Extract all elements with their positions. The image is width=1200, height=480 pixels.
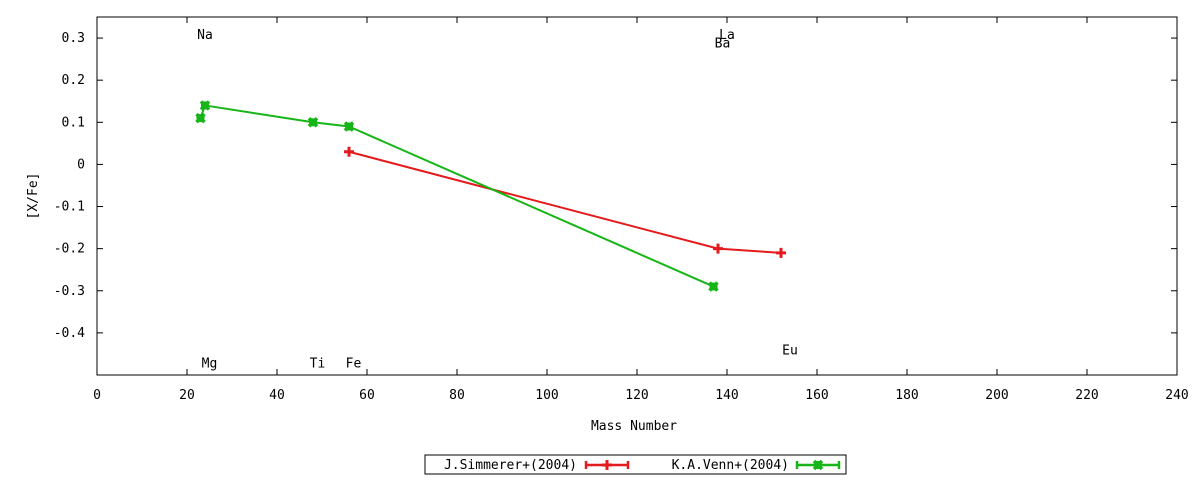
legend-box	[424, 454, 847, 475]
data-point	[602, 460, 612, 470]
element-label: Na	[197, 28, 213, 43]
data-point-box	[709, 282, 718, 291]
element-label: La	[719, 28, 735, 43]
x-tick-label: 220	[1075, 388, 1098, 403]
data-point-box	[196, 114, 205, 123]
data-point	[776, 247, 786, 258]
y-axis-label: [X/Fe]	[26, 173, 41, 220]
x-axis-label: Mass Number	[591, 419, 677, 434]
data-point	[713, 243, 723, 254]
element-label: Fe	[346, 356, 362, 371]
x-tick-label: 0	[93, 388, 101, 403]
x-tick-label: 40	[269, 388, 285, 403]
y-tick-label: -0.4	[54, 326, 85, 341]
element-label: Eu	[782, 344, 798, 359]
x-tick-label: 160	[805, 388, 828, 403]
data-point-box	[814, 461, 822, 469]
element-label: Ba	[715, 36, 731, 51]
x-tick-label: 120	[625, 388, 648, 403]
x-tick-label: 20	[179, 388, 195, 403]
x-tick-label: 200	[985, 388, 1008, 403]
plot-frame	[96, 16, 1178, 376]
y-tick-labels: -0.4 -0.3 -0.2 -0.1 0 0.1 0.2 0.3	[54, 31, 85, 341]
y-tick-label: 0.2	[62, 73, 85, 88]
x-tick-label: 180	[895, 388, 918, 403]
series-line	[199, 104, 714, 288]
legend-label: K.A.Venn+(2004)	[672, 458, 789, 473]
axis-ticks	[96, 17, 1178, 375]
y-tick-label: 0.1	[62, 115, 85, 130]
data-point-box	[201, 101, 209, 110]
x-tick-label: 240	[1165, 388, 1188, 403]
x-tick-label: 60	[359, 388, 375, 403]
y-tick-label: -0.1	[54, 200, 85, 215]
y-tick-label: 0	[77, 157, 85, 172]
series-line	[348, 150, 782, 254]
legend: J.Simmerer+(2004) K.A.Venn+(2004)	[424, 454, 847, 475]
element-label: Mg	[202, 356, 218, 371]
y-tick-label: -0.3	[54, 284, 85, 299]
legend-label: J.Simmerer+(2004)	[444, 458, 577, 473]
data-point-box	[345, 122, 353, 131]
y-tick-label: -0.2	[54, 242, 85, 257]
x-tick-label: 100	[535, 388, 558, 403]
series-lines	[199, 104, 782, 288]
data-point	[344, 146, 354, 157]
y-tick-label: 0.3	[62, 31, 85, 46]
element-label: Ti	[310, 356, 326, 371]
x-tick-labels: 0 20 40 60 80 100 120 140 160 180 200 220 240	[93, 388, 1189, 403]
series-markers	[195, 100, 786, 292]
x-tick-label: 140	[715, 388, 738, 403]
data-point-box	[309, 118, 317, 127]
x-tick-label: 80	[449, 388, 465, 403]
